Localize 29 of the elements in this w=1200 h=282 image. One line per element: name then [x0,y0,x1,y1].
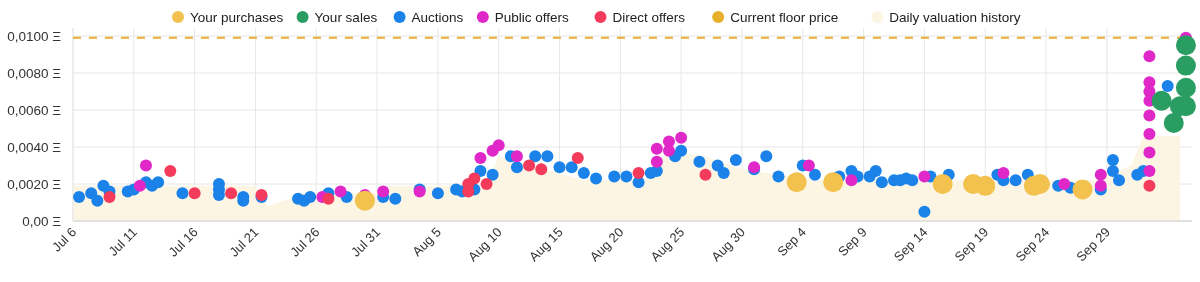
x-tick-label: Sep 4 [774,224,809,260]
y-tick-label: 0,0080 Ξ [7,66,62,81]
x-tick-label: Aug 20 [586,224,627,265]
y-tick-label: 0,0040 Ξ [7,140,62,155]
x-tick-label: Sep 14 [890,224,931,265]
x-tick-label: Sep 29 [1073,224,1113,265]
x-tick-label: Aug 10 [465,224,505,265]
legend-label: Auctions [411,10,464,25]
x-tick-label: Sep 19 [951,224,992,265]
x-tick-label: Jul 11 [105,224,140,259]
x-tick-label: Jul 26 [287,224,323,260]
y-tick-label: 0,0020 Ξ [7,177,62,192]
x-tick-label: Aug 25 [647,224,688,265]
x-tick-label: Jul 21 [226,224,262,260]
x-tick-label: Jul 16 [165,224,201,260]
x-tick-label: Sep 9 [835,224,870,260]
legend-label: Current floor price [730,10,839,25]
legend-label: Direct offers [612,10,686,25]
legend-label: Daily valuation history [889,10,1021,25]
x-tick-label: Jul 31 [348,224,384,260]
x-tick-label: Aug 15 [525,224,566,265]
x-tick-label: Sep 24 [1012,224,1053,265]
legend-label: Your purchases [190,10,284,25]
x-tick-label: Aug 30 [708,224,749,265]
y-tick-label: 0,0060 Ξ [7,103,62,118]
x-tick-label: Aug 5 [409,224,445,260]
y-tick-label: 0,0100 Ξ [7,29,62,44]
legend-label: Your sales [314,10,378,25]
legend-label: Public offers [494,10,570,25]
